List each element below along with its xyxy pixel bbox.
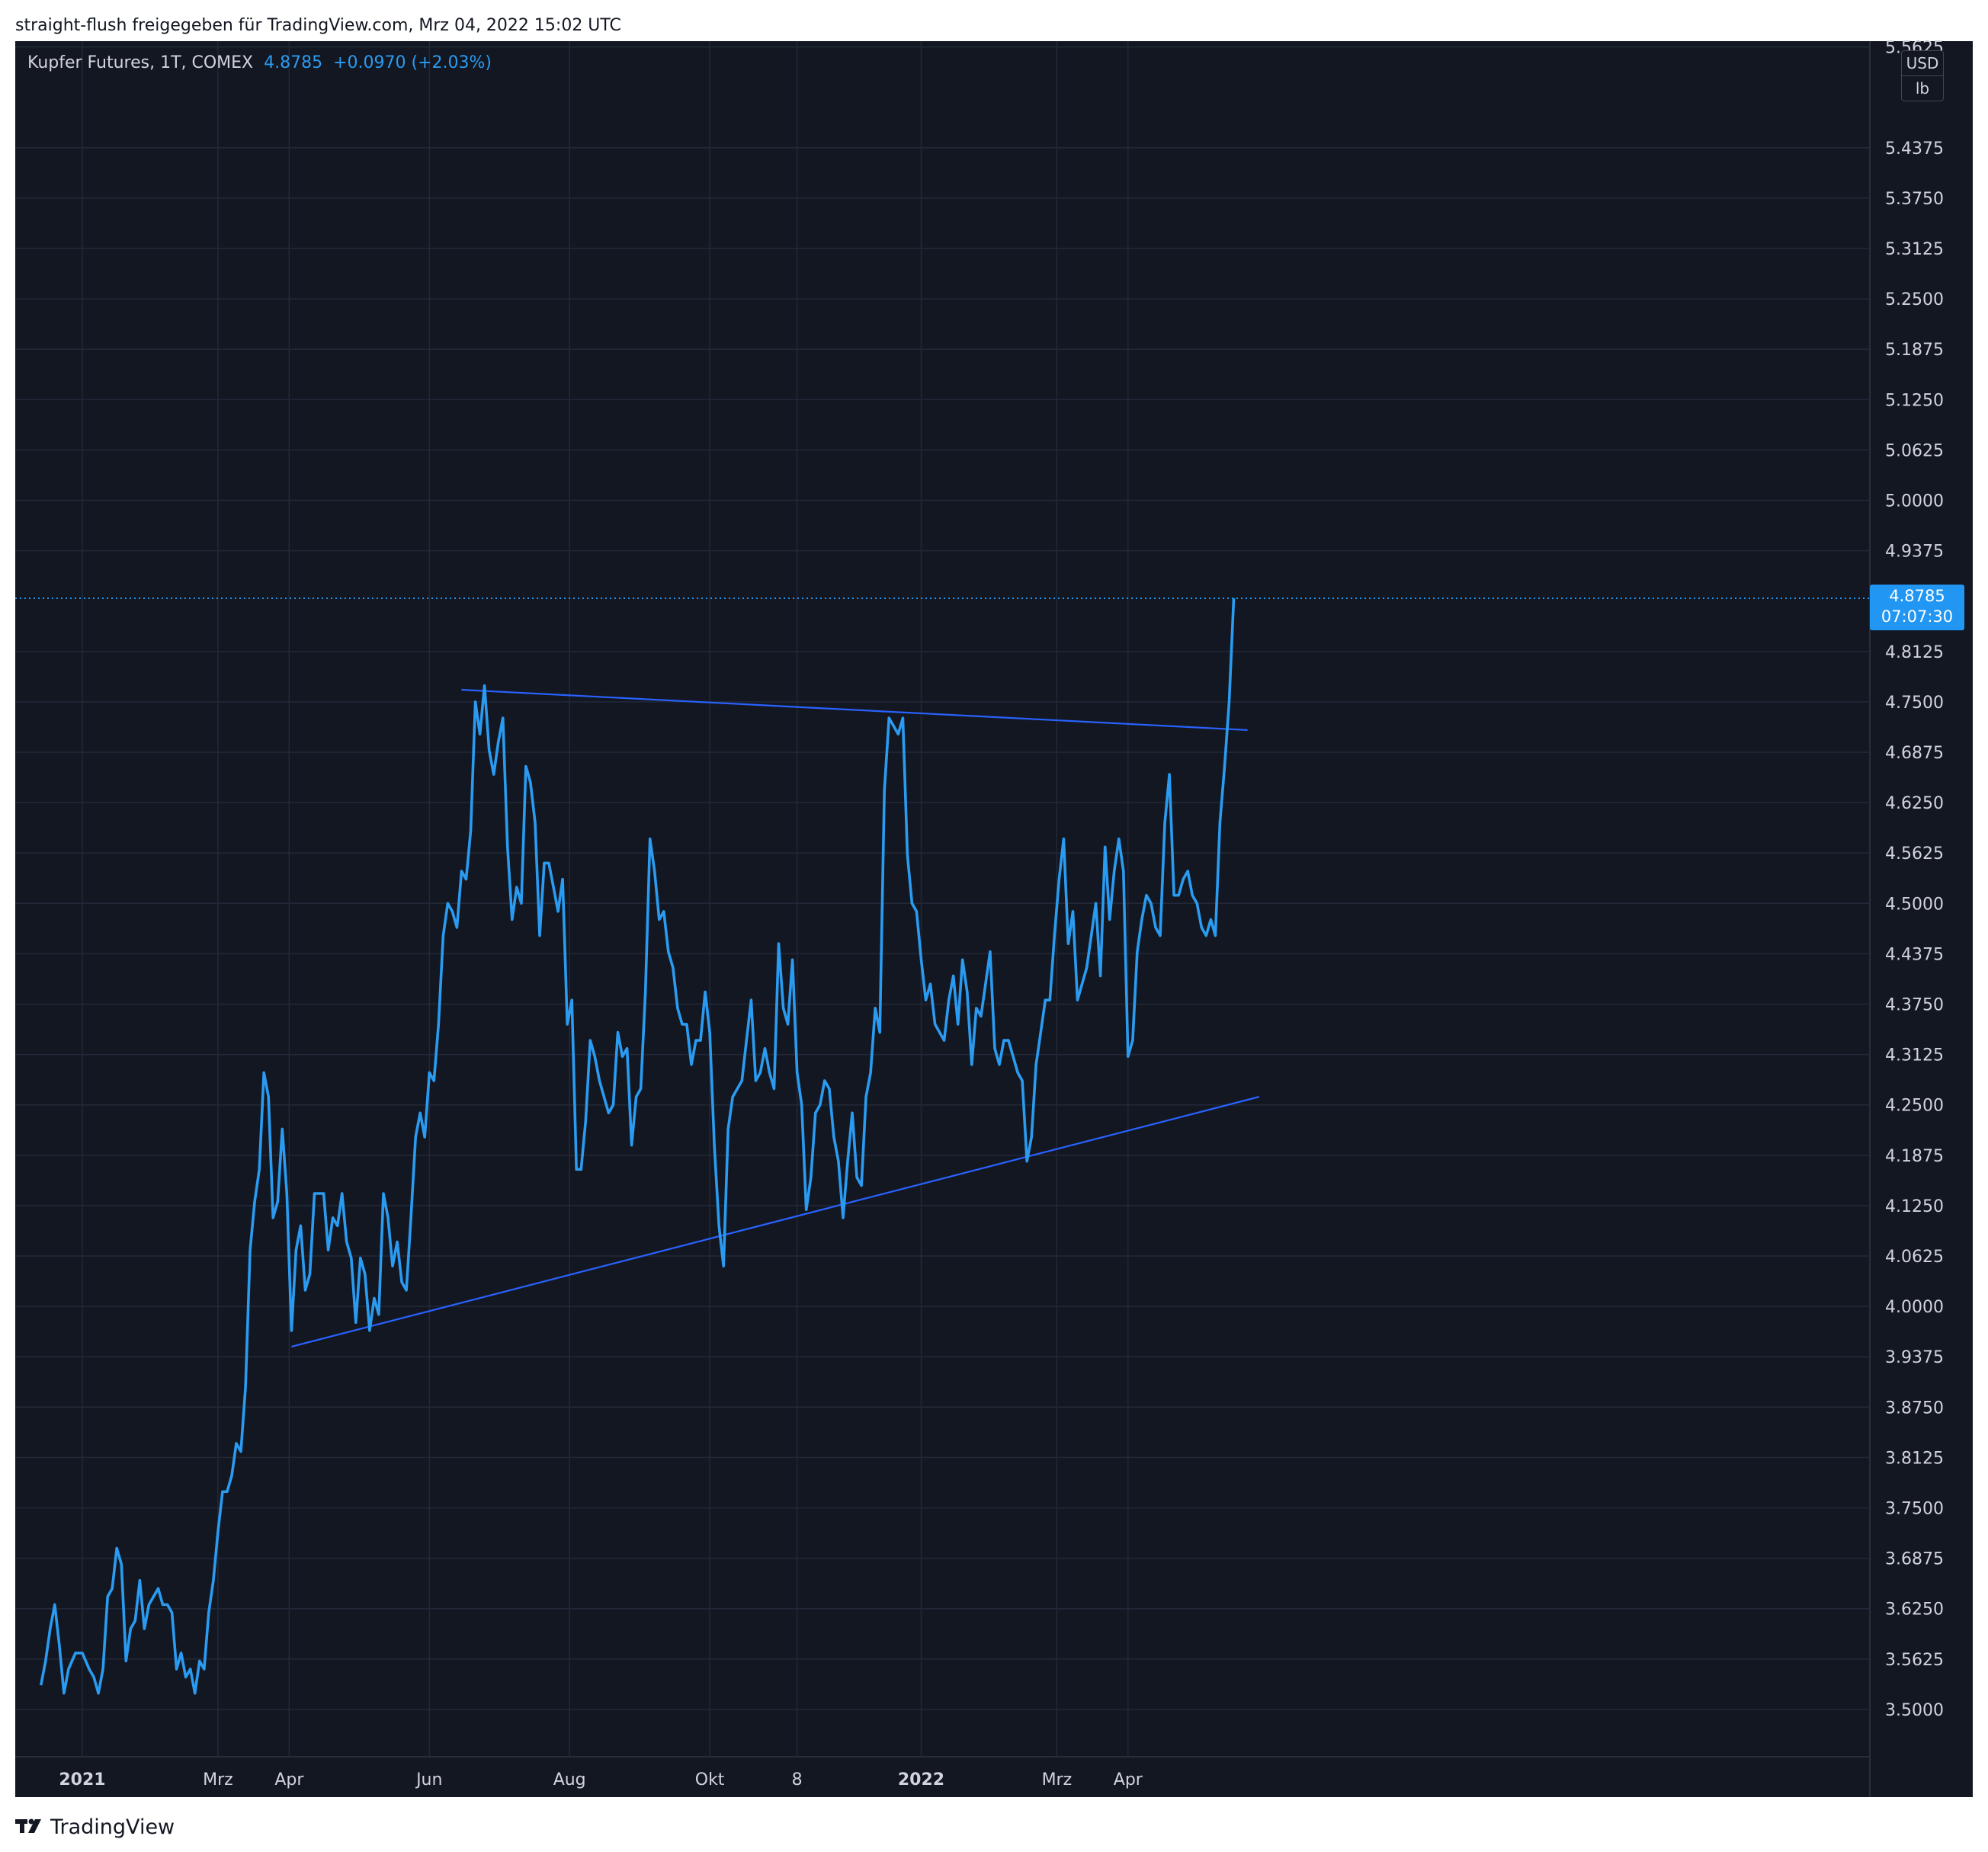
tradingview-logo-icon[interactable]	[15, 1815, 44, 1840]
y-tick-label: 4.8125	[1885, 643, 1944, 662]
last-price-value: 4.8785	[1889, 587, 1945, 605]
symbol-legend[interactable]: Kupfer Futures, 1T, COMEX 4.8785 +0.0970…	[27, 53, 492, 72]
x-tick-label: Jun	[415, 1770, 442, 1790]
x-tick-label: Apr	[1114, 1770, 1143, 1790]
y-tick-label: 3.6250	[1885, 1600, 1944, 1620]
x-tick-label: Apr	[274, 1770, 304, 1790]
y-tick-label: 4.0625	[1885, 1248, 1944, 1267]
y-tick-label: 3.5625	[1885, 1651, 1944, 1670]
bar-countdown: 07:07:30	[1881, 607, 1954, 626]
last-price-tag: 4.8785 07:07:30	[1870, 585, 1964, 630]
footer: TradingView	[15, 1808, 175, 1846]
trendline	[461, 688, 1248, 732]
price-axis: 3.5000 3.5625 3.6250 3.6875 3.7500 3.8125 3.87…	[1869, 39, 1944, 1797]
series	[39, 598, 1236, 1695]
y-tick-label: 3.6875	[1885, 1550, 1944, 1569]
y-tick-label: 4.0000	[1885, 1298, 1944, 1317]
y-tick-label: 3.9375	[1885, 1348, 1944, 1367]
y-tick-label: 4.5625	[1885, 844, 1944, 864]
y-tick-label: 4.9375	[1885, 543, 1944, 562]
x-tick-label: 8	[792, 1770, 803, 1790]
y-tick-label: 3.8750	[1885, 1399, 1944, 1418]
trendlines	[291, 688, 1259, 1348]
y-tick-label: 5.1875	[1885, 341, 1944, 360]
trendline	[291, 1096, 1259, 1348]
y-tick-label: 4.5000	[1885, 895, 1944, 914]
x-tick-label: Okt	[695, 1770, 725, 1790]
y-tick-label: 3.7500	[1885, 1500, 1944, 1519]
y-tick-label: 5.2500	[1885, 290, 1944, 309]
unit-selector[interactable]: USD lb	[1901, 50, 1944, 101]
y-tick-label: 4.6250	[1885, 794, 1944, 813]
y-tick-label: 5.0000	[1885, 492, 1944, 511]
footer-brand[interactable]: TradingView	[50, 1815, 175, 1839]
y-tick-label: 5.4375	[1885, 139, 1944, 159]
y-tick-label: 5.1250	[1885, 391, 1944, 410]
y-tick-label: 4.2500	[1885, 1097, 1944, 1116]
y-tick-label: 4.3750	[1885, 996, 1944, 1015]
time-axis: 2021 Mrz Apr Jun Aug Okt 8 2022 Mrz Apr	[15, 1756, 1870, 1790]
y-tick-label: 4.1875	[1885, 1147, 1944, 1166]
x-tick-label: 2022	[898, 1770, 944, 1790]
y-tick-label: 4.3125	[1885, 1046, 1944, 1065]
y-tick-label: 5.3750	[1885, 190, 1944, 209]
grid	[15, 41, 1870, 1757]
y-tick-label: 5.0625	[1885, 441, 1944, 460]
y-tick-label: 4.1250	[1885, 1197, 1944, 1216]
y-tick-label: 4.7500	[1885, 694, 1944, 713]
symbol-label: Kupfer Futures, 1T, COMEX	[27, 53, 254, 72]
x-tick-label: 2021	[59, 1770, 105, 1790]
y-tick-label: 3.8125	[1885, 1449, 1944, 1468]
unit-label[interactable]: lb	[1902, 75, 1943, 101]
x-tick-label: Aug	[553, 1770, 586, 1790]
y-tick-label: 4.6875	[1885, 744, 1944, 763]
y-tick-label: 4.4375	[1885, 945, 1944, 964]
x-tick-label: Mrz	[203, 1770, 233, 1790]
y-tick-label: 3.5000	[1885, 1701, 1944, 1720]
price-series-line	[39, 598, 1236, 1695]
change-value: +0.0970 (+2.03%)	[333, 53, 492, 72]
last-value: 4.8785	[264, 53, 323, 72]
y-tick-label: 5.3125	[1885, 240, 1944, 259]
share-caption: straight-flush freigegeben für TradingVi…	[15, 16, 621, 35]
currency-label[interactable]: USD	[1906, 54, 1939, 72]
x-tick-label: Mrz	[1042, 1770, 1073, 1790]
chart-panel[interactable]	[15, 41, 1973, 1797]
